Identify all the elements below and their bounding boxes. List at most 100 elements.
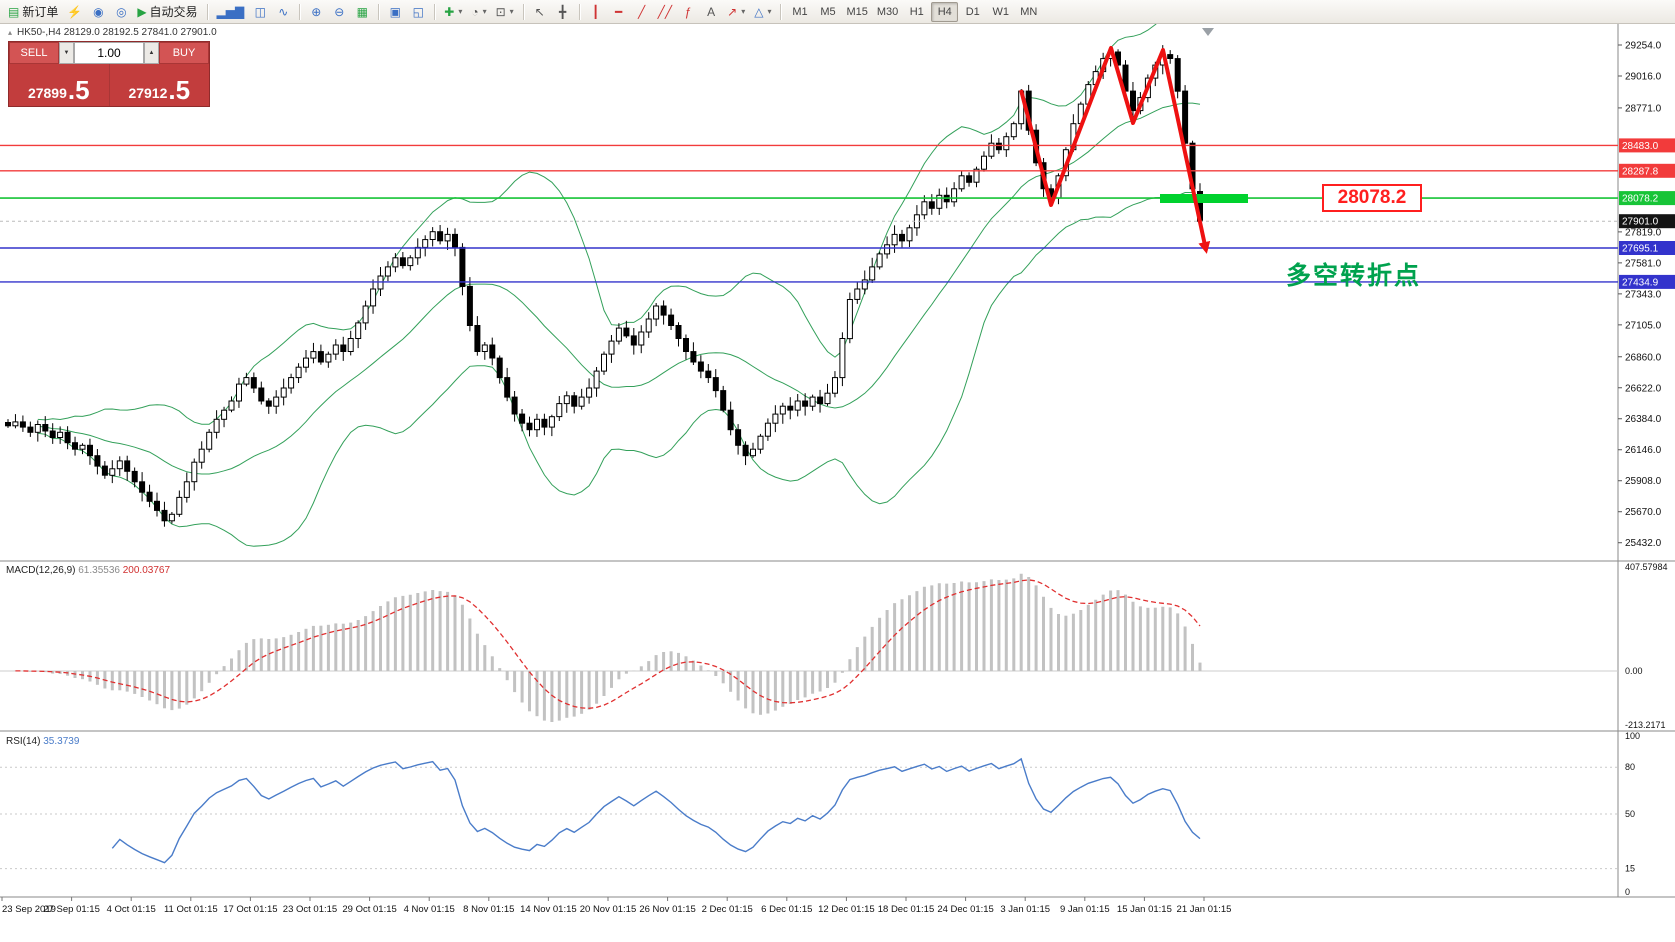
svg-text:21 Jan 01:15: 21 Jan 01:15: [1177, 904, 1232, 915]
svg-text:0: 0: [1625, 887, 1630, 897]
autotrading-label: 自动交易: [149, 5, 198, 19]
period-selector-icon: ◔: [471, 4, 479, 19]
timeframe-h4-button[interactable]: H4: [931, 1, 959, 22]
svg-text:28483.0: 28483.0: [1622, 141, 1659, 152]
refresh-button[interactable]: ◎: [110, 2, 132, 22]
crosshair-button[interactable]: ╋: [552, 2, 574, 22]
volume-increase-button[interactable]: ▲: [144, 42, 159, 64]
cursor-icon: ↖: [534, 4, 545, 19]
oneclick-collapse-toggle[interactable]: ▴: [8, 28, 13, 37]
turning-point-label[interactable]: 多空转折点: [1286, 262, 1422, 290]
timeframe-m1-button[interactable]: M1: [786, 2, 813, 22]
profile-button[interactable]: ◉: [87, 2, 109, 22]
new-order-button[interactable]: ▤ 新订单: [4, 2, 62, 22]
svg-text:6 Dec 01:15: 6 Dec 01:15: [761, 904, 812, 915]
trendline-button[interactable]: ╱: [631, 2, 653, 22]
svg-text:4 Oct 01:15: 4 Oct 01:15: [107, 904, 156, 915]
price-chart[interactable]: 29254.0 29016.0 28771.0 27819.0 27581.0 27343…: [0, 24, 1675, 942]
svg-text:26860.0: 26860.0: [1625, 352, 1662, 363]
svg-text:15 Jan 01:15: 15 Jan 01:15: [1117, 904, 1172, 915]
line-chart-button[interactable]: ∿: [272, 2, 294, 22]
trend-zigzag-arrow[interactable]: [1019, 46, 1211, 254]
arrows-icon: ↗: [727, 4, 738, 19]
zoom-in-button[interactable]: ⊕: [305, 2, 327, 22]
tile-windows-button[interactable]: ◱: [407, 2, 429, 22]
svg-text:27819.0: 27819.0: [1625, 227, 1662, 238]
symbol-ohlc-text: HK50-,H4 28129.0 28192.5 27841.0 27901.0: [17, 27, 217, 38]
sell-button[interactable]: SELL: [9, 42, 59, 64]
horizontal-line-button[interactable]: ━: [608, 2, 630, 22]
trade-panel-prices: 27899 .5 27912 .5: [9, 64, 209, 106]
timeframe-h1-button[interactable]: H1: [903, 2, 930, 22]
template-selector-icon: ⊡: [495, 4, 506, 19]
equidistant-channel-button[interactable]: ╱╱: [654, 2, 676, 22]
vertical-line-button[interactable]: ┃: [585, 2, 607, 22]
fibonacci-icon: ƒ: [684, 4, 692, 19]
trendline-icon: ╱: [638, 4, 646, 19]
cascade-windows-icon: ▣: [389, 4, 401, 19]
support-highlight-bar[interactable]: [1160, 194, 1248, 203]
buy-button[interactable]: BUY: [159, 42, 209, 64]
zoom-out-button[interactable]: ⊖: [328, 2, 350, 22]
sell-price[interactable]: 27899 .5: [9, 64, 110, 106]
svg-text:27901.0: 27901.0: [1622, 217, 1659, 228]
toolbar-separator: [780, 3, 782, 20]
volume-input[interactable]: [74, 42, 144, 64]
arrows-button[interactable]: ↗ ▾: [723, 2, 749, 22]
macd-panel: 407.57984 0.00 -213.2171: [0, 562, 1668, 730]
svg-text:29 Oct 01:15: 29 Oct 01:15: [342, 904, 396, 915]
shapes-button[interactable]: △ ▾: [750, 2, 775, 22]
one-click-trading-panel: SELL ▼ ▲ BUY 27899 .5 27912 .5: [8, 41, 210, 107]
dropdown-caret-icon: ▾: [741, 7, 746, 16]
grid-button[interactable]: ▦: [351, 2, 373, 22]
lightning-button[interactable]: ⚡: [63, 2, 86, 22]
toolbar-separator: [522, 3, 524, 20]
timeframe-m30-button[interactable]: M30: [873, 2, 902, 22]
svg-text:29016.0: 29016.0: [1625, 72, 1662, 83]
candlestick-chart-button[interactable]: ◫: [249, 2, 271, 22]
price-axis: 29254.0 29016.0 28771.0 27819.0 27581.0 27343…: [1618, 41, 1675, 549]
svg-text:3 Jan 01:15: 3 Jan 01:15: [1000, 904, 1050, 915]
svg-text:29254.0: 29254.0: [1625, 41, 1662, 52]
period-selector-button[interactable]: ◔ ▾: [467, 2, 490, 22]
timeframe-m15-button[interactable]: M15: [842, 2, 871, 22]
svg-text:28771.0: 28771.0: [1625, 103, 1662, 114]
svg-text:11 Oct 01:15: 11 Oct 01:15: [164, 904, 218, 915]
fibonacci-button[interactable]: ƒ: [677, 2, 699, 22]
cascade-windows-button[interactable]: ▣: [384, 2, 406, 22]
new-order-icon: ▤: [8, 4, 20, 19]
svg-text:0.00: 0.00: [1625, 666, 1643, 676]
equidistant-channel-icon: ╱╱: [657, 4, 673, 19]
candlestick-chart-icon: ◫: [254, 4, 266, 19]
sell-price-main: 27899: [27, 85, 67, 101]
svg-text:27581.0: 27581.0: [1625, 258, 1662, 269]
svg-text:100: 100: [1625, 731, 1640, 741]
autotrading-icon: ▶: [137, 4, 147, 19]
chart-shift-marker[interactable]: [1202, 28, 1214, 36]
price-callout-box[interactable]: 28078.2: [1322, 184, 1422, 212]
buy-price[interactable]: 27912 .5: [110, 64, 210, 106]
new-order-label: 新订单: [22, 5, 59, 19]
timeframe-w1-button[interactable]: W1: [987, 2, 1014, 22]
cursor-button[interactable]: ↖: [529, 2, 551, 22]
autotrading-button[interactable]: ▶ 自动交易: [133, 2, 201, 22]
text-button[interactable]: A: [700, 2, 722, 22]
bar-chart-button[interactable]: ▂▅▇: [213, 2, 249, 22]
svg-text:25670.0: 25670.0: [1625, 507, 1662, 518]
timeframe-m5-button[interactable]: M5: [814, 2, 841, 22]
svg-text:26384.0: 26384.0: [1625, 414, 1662, 425]
add-indicator-button[interactable]: ✚ ▾: [440, 2, 466, 22]
svg-text:12 Dec 01:15: 12 Dec 01:15: [818, 904, 875, 915]
horizontal-line-icon: ━: [615, 4, 623, 19]
macd-value: 61.35536: [78, 565, 120, 576]
timeframe-mn-button[interactable]: MN: [1015, 2, 1042, 22]
bar-chart-icon: ▂▅▇: [216, 4, 245, 19]
rsi-name: RSI(14): [6, 736, 41, 747]
svg-text:17 Oct 01:15: 17 Oct 01:15: [223, 904, 277, 915]
volume-decrease-button[interactable]: ▼: [59, 42, 74, 64]
timeframe-d1-button[interactable]: D1: [959, 2, 986, 22]
dropdown-caret-icon: ▾: [767, 7, 772, 16]
svg-text:20 Nov 01:15: 20 Nov 01:15: [580, 904, 637, 915]
template-selector-button[interactable]: ⊡ ▾: [492, 2, 518, 22]
